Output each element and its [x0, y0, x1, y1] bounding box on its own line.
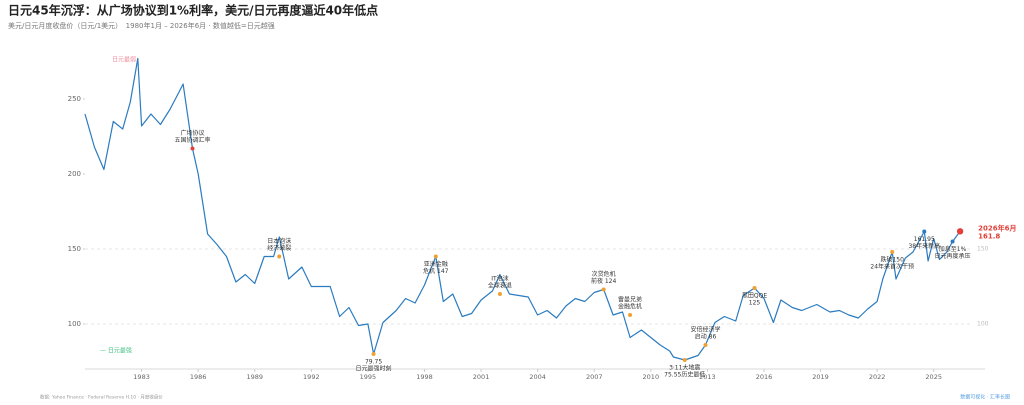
x-tick-label: 2016: [756, 373, 773, 381]
annotation-dot: [956, 228, 964, 235]
annotation-dot: [433, 254, 438, 259]
annotation-text: 安倍经济学: [690, 326, 720, 334]
y-tick-label: 250: [68, 95, 81, 103]
annotation-text: 五国协调汇率: [174, 136, 210, 144]
annotation-text: 全球衰退: [488, 282, 512, 290]
annotation-dot: [703, 343, 708, 347]
annotation-text: 黑田QQE: [742, 293, 767, 300]
chart-subtitle: 美元/日元月度收盘价（日元/1美元） 1980年1月 – 2026年6月 · 数…: [8, 21, 275, 30]
annotation-text: 启动 86: [695, 333, 717, 341]
x-tick-label: 2001: [473, 373, 490, 381]
annotation-text: 125: [749, 300, 761, 307]
annotation-text: 经济破裂: [267, 244, 291, 252]
annotation-text: 日元最强时刻: [356, 365, 392, 373]
reference-label: 100: [977, 321, 989, 328]
x-tick-label: 1989: [246, 373, 263, 381]
y-tick-label: 150: [68, 245, 81, 253]
source-note: 数据: Yahoo Finance · Federal Reserve H.10…: [40, 394, 163, 401]
annotation-text: 跌破150: [880, 256, 904, 264]
annotation-dot: [601, 287, 606, 292]
annotation-text: 2026年6月: [978, 223, 1016, 232]
x-tick-label: 1995: [360, 373, 377, 381]
annotation-text: 雷曼兄弟: [618, 296, 642, 304]
annotation-text: 75.55历史最低: [664, 371, 705, 379]
annotation-dot: [922, 229, 927, 234]
y-tick-label: 100: [68, 320, 81, 328]
annotation-dot: [752, 286, 757, 290]
annotation-dot: [497, 292, 502, 296]
x-tick-label: 1992: [303, 373, 320, 381]
annotation-text: 日本泡沫: [267, 237, 291, 245]
legend-note: 日元最弱: [112, 57, 136, 64]
annotation-dot: [950, 239, 955, 244]
x-tick-label: 1986: [190, 373, 207, 381]
annotation-text: 79.75: [365, 359, 382, 366]
annotation-text: 3·11大地震: [669, 364, 700, 372]
annotation-text: IT泡沫: [491, 275, 508, 283]
annotation-dot: [890, 250, 895, 254]
annotation-text: 日元再度承压: [935, 252, 971, 260]
annotation-text: 危机 147: [423, 267, 449, 275]
annotation-text: 广场协议: [180, 129, 204, 137]
x-tick-label: 2010: [643, 373, 660, 381]
annotation-dot: [628, 313, 633, 317]
series-line: [84, 57, 961, 361]
x-tick-label: 1983: [133, 373, 150, 381]
x-tick-label: 2025: [925, 373, 942, 381]
legend-note: — 日元最强: [100, 348, 132, 355]
annotation-dot: [682, 358, 687, 362]
annotation-text: 亚洲金融: [424, 260, 448, 268]
chart-title: 日元45年沉浮：从广场协议到1%利率，美元/日元再度逼近40年低点: [8, 3, 378, 18]
annotation-text: 加息至1%: [939, 245, 967, 253]
annotation-text: 金融危机: [618, 303, 642, 311]
x-tick-label: 1998: [416, 373, 433, 381]
annotation-text: 161.8: [978, 232, 1000, 240]
x-tick-label: 2007: [586, 373, 603, 381]
annotation-text: 次贷危机: [592, 270, 616, 278]
x-tick-label: 2022: [869, 373, 886, 381]
annotation-dot: [371, 352, 376, 356]
x-tick-label: 2013: [699, 373, 716, 381]
annotation-text: 24年来首次干预: [870, 263, 914, 271]
x-tick-label: 2019: [812, 373, 829, 381]
y-tick-label: 200: [68, 170, 81, 178]
reference-label: 150: [977, 246, 989, 253]
annotation-text: 161.95: [914, 236, 935, 243]
annotation-text: 38年来新高: [908, 242, 940, 250]
x-tick-label: 2004: [529, 373, 546, 381]
annotation-text: 前夜 124: [591, 277, 617, 285]
annotation-dot: [277, 254, 282, 259]
annotation-dot: [190, 146, 195, 151]
credit: 数据可视化 · 汇率长图: [960, 394, 1010, 401]
